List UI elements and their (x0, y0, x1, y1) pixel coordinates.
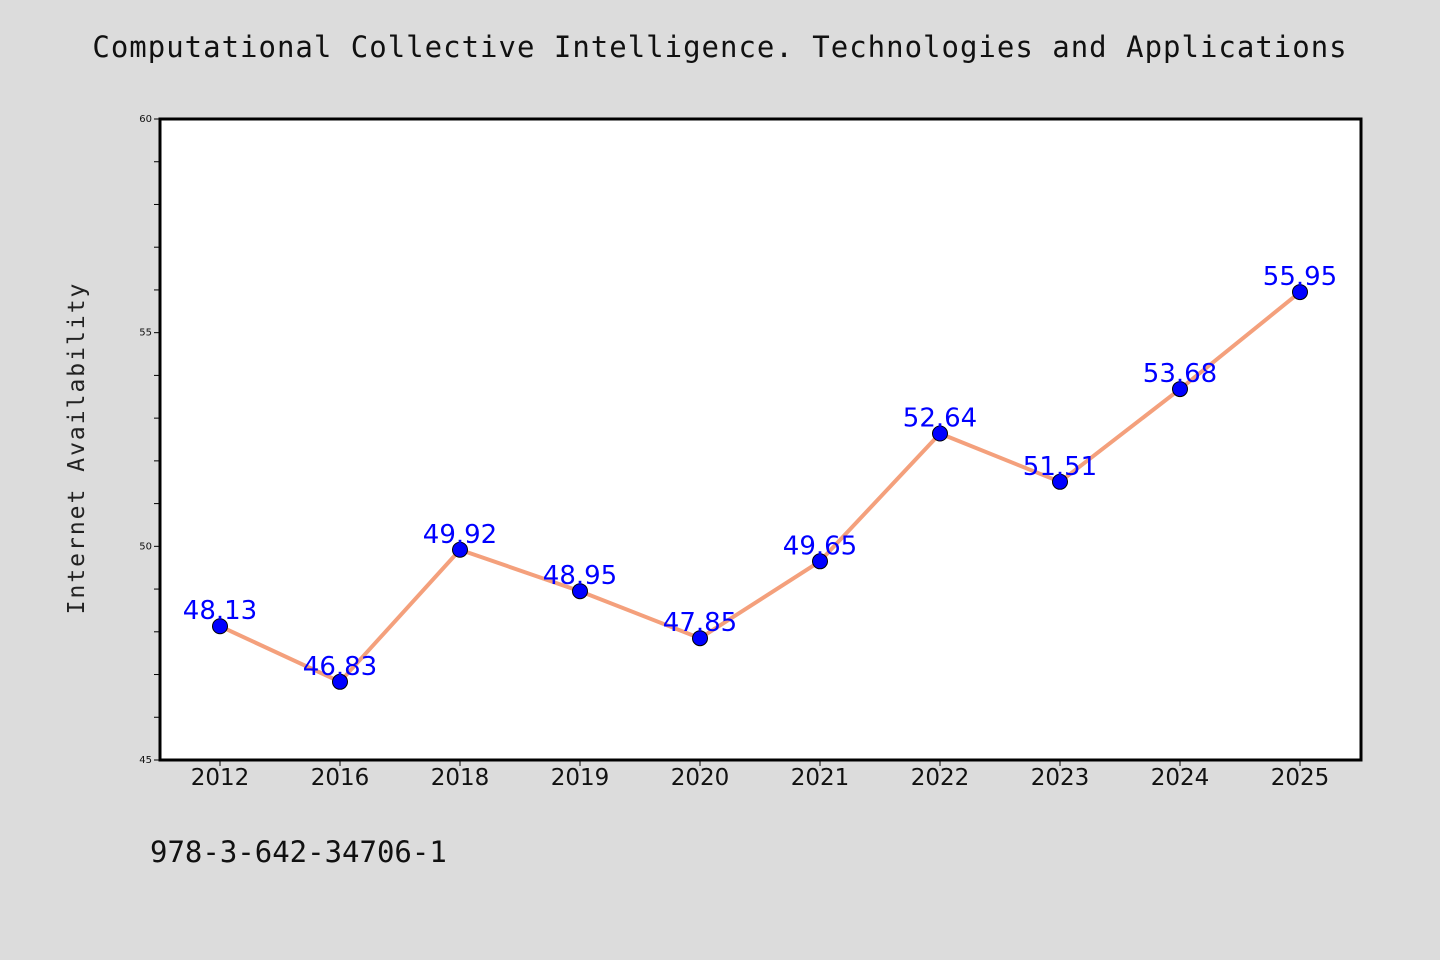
x-tick-label: 2016 (311, 765, 370, 791)
data-label-2020: 47.85 (663, 608, 737, 638)
y-tick-label: 50 (139, 541, 152, 552)
data-point-2012 (212, 618, 228, 635)
data-label-2016: 46.83 (303, 652, 377, 682)
footer-isbn: 978-3-642-34706-1 (150, 835, 447, 869)
data-point-2020 (692, 630, 708, 647)
data-label-2024: 53.68 (1143, 359, 1217, 389)
data-point-2025 (1292, 284, 1308, 301)
data-point-2016 (332, 673, 348, 690)
y-axis: 45 50 55 60 (139, 114, 160, 766)
data-label-2019: 48.95 (543, 561, 617, 591)
x-tick-label: 2019 (551, 765, 610, 791)
marker-group (212, 284, 1308, 690)
y-tick-label: 45 (139, 755, 152, 766)
data-point-2022 (932, 425, 948, 442)
x-tick-label: 2023 (1031, 765, 1090, 791)
data-point-2023 (1052, 473, 1068, 490)
x-tick-label: 2018 (431, 765, 490, 791)
data-point-2018 (452, 541, 468, 558)
data-point-2019 (572, 583, 588, 600)
data-label-2021: 49.65 (783, 531, 857, 561)
data-label-2022: 52.64 (903, 404, 977, 434)
data-point-2021 (812, 553, 828, 570)
data-label-2012: 48.13 (183, 596, 257, 626)
x-tick-label: 2012 (191, 765, 250, 791)
data-point-2024 (1172, 381, 1188, 398)
data-label-group: 48.13 46.83 49.92 48.95 47.85 49.65 52.64 51.51… (183, 262, 1337, 682)
x-tick-label: 2024 (1151, 765, 1210, 791)
plot-area (158, 117, 1363, 762)
y-tick-label: 55 (139, 328, 152, 339)
x-tick-label: 2022 (911, 765, 970, 791)
x-axis: 2012 2016 2018 2019 2020 2021 2022 2023 2024 2025 (191, 760, 1330, 791)
data-label-2018: 49.92 (423, 520, 497, 550)
x-tick-label: 2021 (791, 765, 850, 791)
series-line (218, 290, 1302, 684)
y-tick-label: 60 (139, 114, 152, 125)
data-label-2025: 55.95 (1263, 262, 1337, 292)
x-tick-label: 2025 (1271, 765, 1330, 791)
chart-title: Computational Collective Intelligence. T… (92, 30, 1348, 64)
data-label-2023: 51.51 (1023, 452, 1097, 482)
x-tick-label: 2020 (671, 765, 730, 791)
series-line-group (218, 290, 1302, 684)
